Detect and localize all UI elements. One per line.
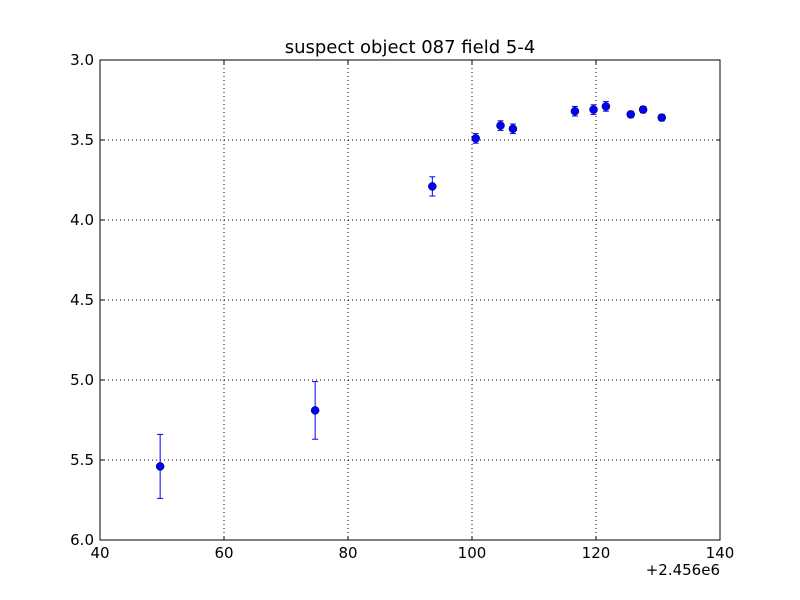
y-tick-label: 3.0 (70, 51, 94, 69)
data-point (601, 102, 611, 111)
grid (100, 60, 720, 540)
data-point (657, 113, 666, 122)
data-point (428, 182, 437, 191)
data-points (155, 102, 666, 471)
y-tick-label: 4.0 (70, 211, 94, 229)
y-tick-label: 6.0 (70, 531, 94, 549)
x-tick-label: 120 (582, 544, 611, 562)
data-point (310, 406, 320, 415)
x-tick-label: 140 (706, 544, 735, 562)
data-point (638, 105, 648, 114)
axis-ticks (99, 59, 721, 541)
data-point (496, 121, 505, 130)
data-point (626, 110, 635, 119)
x-tick-label: 40 (90, 544, 109, 562)
y-tick-label: 4.5 (70, 291, 94, 309)
chart-title: suspect object 087 field 5-4 (285, 37, 536, 58)
data-point (508, 124, 518, 134)
data-point (589, 105, 598, 114)
data-point (155, 462, 165, 471)
y-tick-label: 3.5 (70, 131, 94, 149)
x-tick-label: 60 (214, 544, 233, 562)
y-tick-label: 5.5 (70, 451, 94, 469)
x-tick-label: 100 (458, 544, 487, 562)
x-tick-label: 80 (338, 544, 357, 562)
x-axis-offset-label: +2.456e6 (646, 561, 720, 579)
axis-tick-labels: 40 60 80 100 120 140 3.0 3.5 4.0 4.5 5.0 5.5 6.0 (70, 51, 734, 562)
y-tick-label: 5.0 (70, 371, 94, 389)
data-point (570, 106, 580, 116)
data-point (471, 134, 480, 143)
